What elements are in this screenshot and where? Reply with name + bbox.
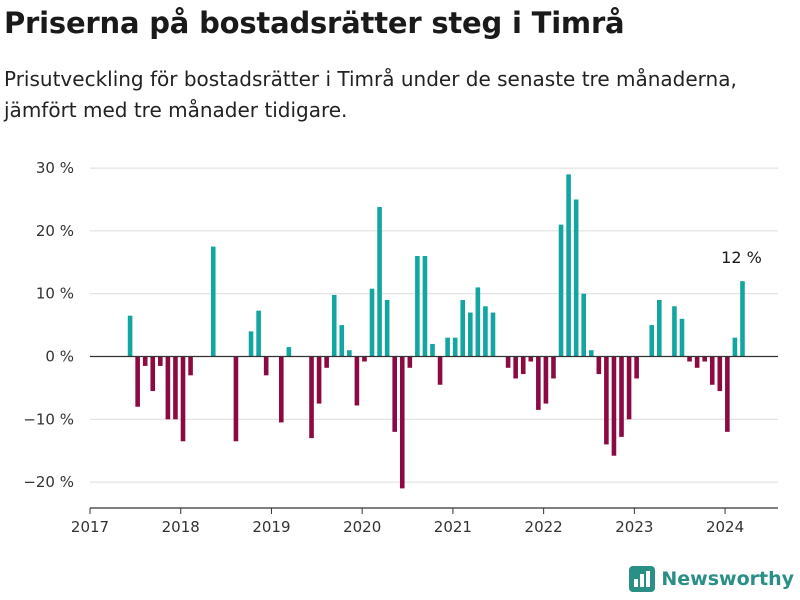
bar-2019-09	[331, 294, 337, 357]
bar-2022-06	[581, 293, 587, 357]
bar-2019-10	[339, 325, 345, 357]
bar-2020-03	[377, 207, 382, 357]
bar-2017-09	[150, 356, 156, 392]
bar-2017-08	[142, 356, 148, 366]
bar-2020-07	[407, 356, 413, 368]
bar-2018-12	[263, 356, 269, 376]
bar-2019-02	[278, 356, 284, 423]
bar-2019-11	[347, 350, 352, 357]
bar-2020-09	[422, 256, 428, 357]
bar-2024-03	[740, 281, 745, 357]
x-tick-label: 2019	[252, 518, 290, 536]
bar-2020-12	[445, 337, 450, 357]
bar-2023-10	[702, 356, 707, 362]
newsworthy-brand: Newsworthy	[629, 566, 794, 592]
bar-2022-11	[619, 356, 624, 437]
bar-2022-07	[588, 350, 594, 357]
bar-2023-08	[687, 356, 692, 362]
bar-2017-07	[135, 356, 140, 407]
bar-2022-03	[558, 224, 564, 357]
bar-2019-06	[309, 356, 314, 439]
bar-2021-08	[505, 356, 511, 368]
bar-2023-06	[672, 306, 677, 357]
bar-2020-05	[392, 356, 397, 432]
y-tick-label: 20 %	[36, 222, 74, 240]
bar-2022-02	[551, 356, 556, 379]
bar-2018-08	[233, 356, 239, 442]
bar-2021-10	[520, 356, 526, 375]
bar-2020-04	[384, 299, 390, 357]
bar-2021-06	[490, 312, 496, 357]
bar-2021-12	[536, 356, 541, 410]
bar-2023-04	[657, 299, 662, 357]
bar-2020-08	[415, 256, 420, 357]
y-tick-label: −20 %	[23, 473, 74, 491]
bar-2022-09	[604, 356, 609, 445]
bar-2023-09	[694, 356, 700, 368]
bar-2021-05	[483, 306, 488, 357]
bar-2021-03	[468, 312, 473, 357]
bar-2017-10	[158, 356, 163, 366]
y-tick-label: 30 %	[36, 159, 74, 177]
x-tick-label: 2018	[162, 518, 200, 536]
bar-2022-04	[566, 174, 571, 357]
bar-2022-08	[596, 356, 602, 375]
y-tick-label: 10 %	[36, 285, 74, 303]
bar-2019-12	[354, 356, 360, 406]
bar-2024-01	[725, 356, 730, 432]
bar-2018-05	[210, 246, 216, 357]
chart-title: Priserna på bostadsrätter steg i Timrå	[4, 6, 625, 40]
newsworthy-bar-chart-logo-icon	[629, 566, 656, 592]
bar-2017-12	[173, 356, 178, 420]
bar-2023-01	[634, 356, 639, 379]
bar-2020-01	[362, 356, 367, 362]
chart-subtitle: Prisutveckling för bostadsrätter i Timrå…	[4, 67, 737, 122]
bar-2019-07	[316, 356, 322, 404]
bar-2017-06	[127, 315, 133, 357]
bar-2017-11	[165, 356, 171, 420]
x-axis-tick-labels: 2017 2018 2019 2020 2021 2022 2023 2024	[71, 508, 744, 536]
bar-2023-07	[679, 318, 685, 357]
bar-2021-01	[452, 337, 458, 357]
bar-2018-02	[188, 356, 193, 376]
bar-2024-02	[732, 337, 738, 357]
x-tick-label: 2023	[615, 518, 653, 536]
annotation-label: 12 %	[721, 248, 762, 267]
grid-lines	[90, 167, 778, 483]
bar-2020-06	[399, 356, 405, 489]
x-tick-label: 2022	[525, 518, 563, 536]
bar-2021-11	[528, 356, 534, 362]
bars	[127, 174, 745, 489]
bar-2022-10	[611, 356, 617, 456]
x-tick-label: 2024	[706, 518, 744, 536]
bar-2018-10	[248, 331, 254, 357]
bar-2023-03	[649, 325, 655, 357]
bar-2020-10	[430, 343, 435, 357]
bar-2018-11	[256, 310, 261, 357]
bar-2019-08	[324, 356, 329, 368]
y-tick-label: −10 %	[23, 410, 74, 428]
x-tick-label: 2020	[343, 518, 381, 536]
bar-2022-01	[543, 356, 549, 404]
bar-2022-05	[573, 199, 579, 357]
bar-2018-01	[180, 356, 186, 442]
axes	[90, 355, 778, 509]
bar-2020-02	[369, 288, 375, 357]
x-tick-label: 2021	[434, 518, 472, 536]
brand-name: Newsworthy	[661, 568, 794, 590]
bar-2021-02	[460, 299, 466, 357]
y-axis-tick-labels: 30 % 20 % 10 % 0 % −10 % −20 %	[23, 159, 74, 491]
bar-2019-03	[286, 347, 292, 357]
bar-2021-09	[513, 356, 518, 379]
bar-2022-12	[626, 356, 632, 420]
y-tick-label: 0 %	[45, 348, 74, 366]
bar-2021-04	[475, 287, 481, 357]
annotations: 12 %	[721, 248, 762, 267]
bar-2020-11	[437, 356, 443, 385]
x-tick-label: 2017	[71, 518, 109, 536]
bar-2023-11	[709, 356, 715, 385]
bar-2023-12	[717, 356, 723, 392]
